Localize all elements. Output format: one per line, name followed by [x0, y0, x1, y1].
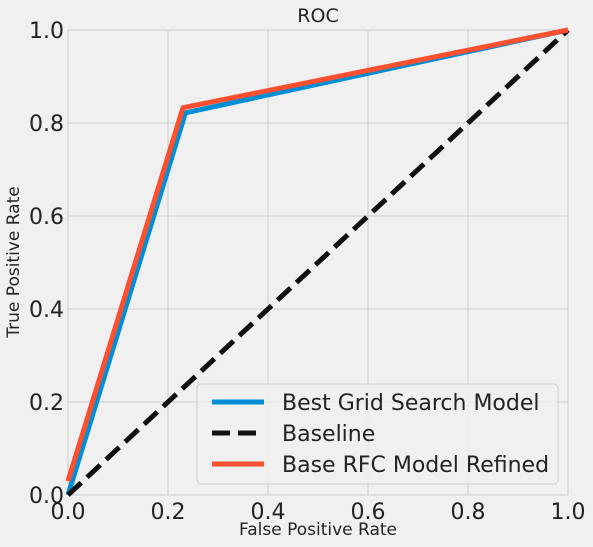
grid [67, 29, 569, 496]
legend-label-1: Best Grid Search Model [282, 391, 540, 416]
legend-box [196, 383, 559, 485]
chart-title: ROC [297, 5, 338, 27]
x-tick-label: 0.2 [151, 500, 186, 525]
x-axis-ticks: 0.0 0.2 0.4 0.6 0.8 1.0 [51, 500, 586, 525]
y-axis-ticks: 0.0 0.2 0.4 0.6 0.8 1.0 [29, 19, 64, 509]
y-tick-label: 0.2 [29, 391, 64, 416]
series-line-3 [65, 27, 569, 482]
y-tick-label: 1.0 [29, 19, 64, 44]
legend: Best Grid Search Model Baseline Base RFC M… [196, 383, 559, 485]
y-tick-label: 0.0 [29, 484, 64, 509]
legend-label-3: Base RFC Model Refined [282, 453, 549, 478]
x-tick-label: 0.4 [251, 500, 286, 525]
y-tick-label: 0.8 [29, 112, 64, 137]
x-tick-label: 0.0 [51, 500, 86, 525]
x-tick-label: 0.8 [451, 500, 486, 525]
x-axis-title: False Positive Rate [239, 520, 397, 540]
series-layer [65, 27, 570, 497]
y-axis-title: True Positive Rate [4, 186, 24, 338]
series-line-2 [66, 28, 570, 497]
legend-label-2: Baseline [282, 422, 375, 447]
x-tick-label: 1.0 [551, 500, 586, 525]
x-tick-label: 0.6 [351, 500, 386, 525]
y-tick-label: 0.4 [29, 298, 64, 323]
y-tick-label: 0.6 [29, 205, 64, 230]
